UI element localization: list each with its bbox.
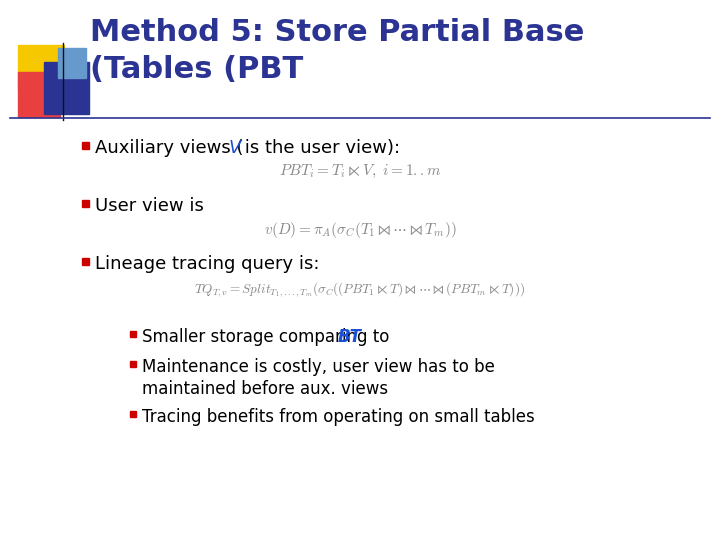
Bar [58, 48, 86, 78]
Bar [82, 141, 89, 149]
Text: Lineage tracing query is:: Lineage tracing query is: [95, 255, 320, 273]
Text: BT: BT [338, 328, 362, 346]
Text: $v(D) = \pi_A(\sigma_C(T_1 \bowtie \cdots \bowtie T_m))$: $v(D) = \pi_A(\sigma_C(T_1 \bowtie \cdot… [264, 220, 456, 240]
Text: (Tables (PBT: (Tables (PBT [90, 55, 303, 84]
Text: User view is: User view is [95, 197, 204, 215]
Bar [82, 199, 89, 206]
Text: Smaller storage comparing to: Smaller storage comparing to [142, 328, 395, 346]
Bar [130, 411, 136, 417]
Bar [44, 62, 89, 114]
Bar [82, 258, 89, 265]
Bar [130, 331, 136, 337]
Text: maintained before aux. views: maintained before aux. views [142, 380, 388, 398]
Text: $PBT_i = T_i \ltimes V,\ i = 1..m$: $PBT_i = T_i \ltimes V,\ i = 1..m$ [279, 163, 441, 180]
Bar [130, 361, 136, 367]
Text: Method 5: Store Partial Base: Method 5: Store Partial Base [90, 18, 585, 47]
Text: Tracing benefits from operating on small tables: Tracing benefits from operating on small… [142, 408, 535, 426]
Bar [18, 72, 60, 117]
Text: Maintenance is costly, user view has to be: Maintenance is costly, user view has to … [142, 358, 495, 376]
Text: is the user view):: is the user view): [239, 139, 400, 157]
Text: $TQ_{T,v} = Split_{T_1,...,T_m}(\sigma_C((PBT_1 \ltimes T) \bowtie \cdots \bowti: $TQ_{T,v} = Split_{T_1,...,T_m}(\sigma_C… [194, 280, 526, 299]
Bar [18, 45, 64, 91]
Text: Auxiliary views (: Auxiliary views ( [95, 139, 249, 157]
Text: V: V [229, 139, 241, 157]
